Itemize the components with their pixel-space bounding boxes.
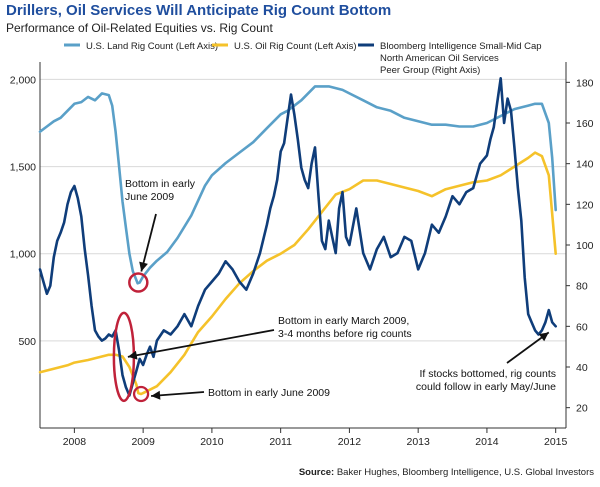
left-axis-tick-label: 2,000 <box>10 74 36 86</box>
annotation-land-bottom: June 2009 <box>125 191 174 203</box>
x-axis-tick-label: 2013 <box>406 436 430 448</box>
right-axis-tick-label: 120 <box>576 199 594 211</box>
annotation-land-bottom: Bottom in early <box>125 178 196 190</box>
chart-title: Drillers, Oil Services Will Anticipate R… <box>6 2 392 19</box>
source-text: Baker Hughes, Bloomberg Intelligence, U.… <box>336 467 594 478</box>
source-label: Source: <box>298 467 335 478</box>
legend-label-3: Peer Group (Right Axis) <box>380 65 480 76</box>
annotation-land-bottom-arrow-head <box>139 261 148 272</box>
x-axis-tick-label: 2008 <box>63 436 87 448</box>
annotation-oil-bottom-arrow-head <box>151 390 161 400</box>
annotation-future-bottom-arrow-head <box>538 332 549 342</box>
legend-label-1: U.S. Land Rig Count (Left Axis) <box>86 41 218 52</box>
chart-source: Source: Baker Hughes, Bloomberg Intellig… <box>299 467 594 478</box>
left-axis-tick-label: 500 <box>18 336 36 348</box>
right-axis-tick-label: 160 <box>576 118 594 130</box>
legend-label-3: Bloomberg Intelligence Small-Mid Cap <box>380 41 542 52</box>
chart-subtitle: Performance of Oil-Related Equities vs. … <box>6 21 273 35</box>
series-line-2 <box>38 151 557 396</box>
axes: 500 1,000 1,500 2,000 20 40 60 80 100 120 140 160 18… <box>10 62 594 448</box>
right-axis-tick-label: 60 <box>576 321 588 333</box>
annotation-land-bottom-arrow-line <box>140 213 157 272</box>
legend-label-3: North American Oil Services <box>380 53 499 64</box>
annotation-future-bottom: could follow in early May/June <box>416 381 556 393</box>
x-axis-tick-label: 2014 <box>475 436 499 448</box>
series-line-1 <box>38 85 557 285</box>
x-axis-tick-label: 2010 <box>200 436 224 448</box>
right-axis-tick-label: 140 <box>576 159 594 171</box>
x-axis-tick-label: 2009 <box>131 436 155 448</box>
right-axis-tick-label: 80 <box>576 281 588 293</box>
legend-label-2: U.S. Oil Rig Count (Left Axis) <box>234 41 356 52</box>
series-line-3 <box>38 77 557 397</box>
annotation-oil-bottom: Bottom in early June 2009 <box>208 387 330 399</box>
right-axis-tick-label: 100 <box>576 240 594 252</box>
grid-lines <box>40 78 566 342</box>
x-axis-tick-label: 2012 <box>338 436 362 448</box>
annotation-stocks-bottom: 3-4 months before rig counts <box>278 328 412 340</box>
left-axis-tick-label: 1,000 <box>10 249 36 261</box>
legend: U.S. Land Rig Count (Left Axis) U.S. Oil … <box>64 41 542 76</box>
annotation-land-bottom-circle <box>128 272 149 293</box>
annotation-stocks-bottom-arrow-head <box>127 350 138 360</box>
annotation-stocks-bottom: Bottom in early March 2009, <box>278 315 409 327</box>
annotation-future-bottom: If stocks bottomed, rig counts <box>419 368 556 380</box>
x-axis-tick-label: 2011 <box>269 436 292 448</box>
left-axis-tick-label: 1,500 <box>10 162 36 174</box>
right-axis-tick-label: 40 <box>576 362 588 374</box>
series-layer <box>38 77 557 397</box>
annotation-oil-bottom-circle <box>132 385 150 403</box>
annotation-stocks-bottom-arrow-line <box>127 329 275 358</box>
right-axis-tick-label: 180 <box>576 77 594 89</box>
x-axis-tick-label: 2015 <box>544 436 568 448</box>
right-axis-tick-label: 20 <box>576 403 588 415</box>
